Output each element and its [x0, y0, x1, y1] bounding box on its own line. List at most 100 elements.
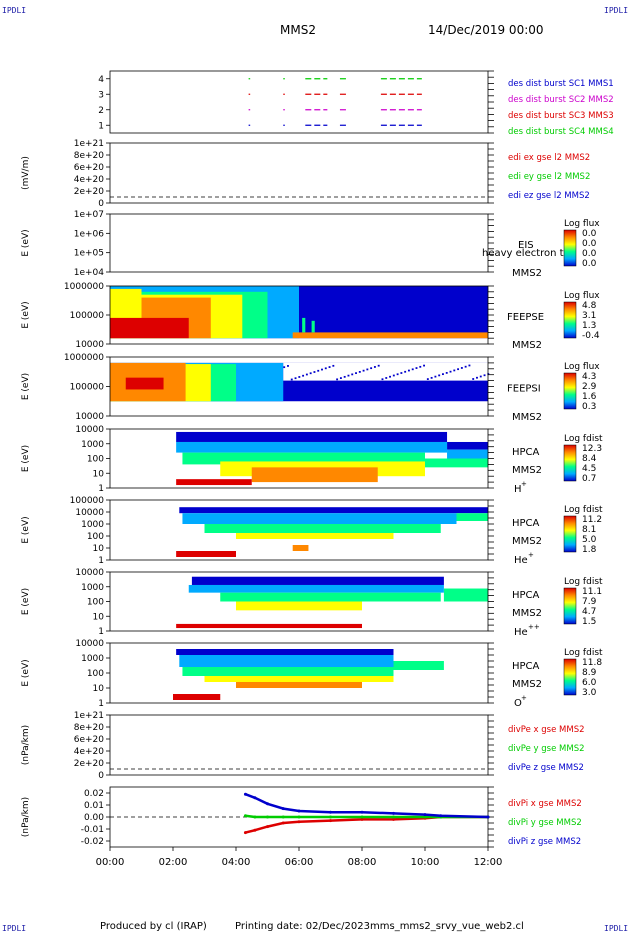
hpca_hepp-band: [220, 592, 441, 602]
spacecraft-label-feepse: MMS2: [512, 340, 542, 351]
colorbar-tick-label: 2.9: [582, 382, 597, 392]
colorbar-title-hpca_he: Log fdist: [564, 505, 603, 515]
divpi-point-x: [281, 821, 285, 825]
hpca_o-band: [179, 655, 394, 667]
panel-feepse: 10000 100000 1000000 E (eV) FEEPSE MMS2 Log fl…: [21, 282, 600, 351]
ytick-label: 1000000: [64, 282, 104, 292]
legend-item: edi ey gse l2 MMS2: [508, 172, 590, 182]
feepsi-speckle: [370, 367, 373, 370]
divpi-point-z: [486, 815, 490, 819]
legend-item: divPe z gse MMS2: [508, 763, 584, 773]
spacecraft-label-hpca_he: MMS2: [512, 536, 542, 547]
ytick-label: 3: [98, 90, 104, 100]
feepsi-speckle: [287, 365, 289, 367]
footer-producer: Produced by cl (IRAP): [100, 921, 207, 932]
feepsi-speckle: [366, 368, 369, 371]
colorbar-feepse: [563, 301, 577, 339]
feepsi-speckle: [442, 373, 444, 376]
colorbar-tick-label: 1.3: [582, 321, 596, 331]
feepse-band: [110, 317, 189, 339]
panel-frame-burst: [109, 70, 489, 134]
colorbar-tick-label: 1.6: [582, 392, 597, 402]
hpca_h-band: [176, 431, 448, 442]
colorbar-tick-label: 11.8: [582, 658, 602, 668]
feepsi-speckle: [302, 374, 305, 377]
panel-hpca_he: 1 10 100 1000 10000 100000 E (eV) HPCA MMS2 He + Lo…: [21, 496, 603, 566]
corner-mark-top-left: IPDLI: [2, 6, 27, 15]
ytick-label: 100: [87, 455, 104, 465]
legend-item: edi ex gse l2 MMS2: [508, 153, 590, 163]
colorbar-tick-label: 8.4: [582, 454, 597, 464]
feepsi-speckle: [324, 367, 327, 370]
instrument-label-eis: EIS: [518, 240, 534, 251]
ylabel-hpca_o: E (eV): [21, 659, 31, 686]
colorbar-hpca_o: [563, 658, 577, 696]
legend-item: des dist burst SC2 MMS2: [508, 95, 614, 105]
panel-hpca_hepp: 1 10 100 1000 10000 E (eV) HPCA MMS2 He ++ Log fdi…: [21, 568, 603, 638]
divpi-point-z: [360, 810, 364, 814]
instrument-label-hpca_he: HPCA: [512, 518, 540, 529]
ytick-label: 0: [98, 771, 104, 781]
feepsi-speckle: [445, 372, 448, 374]
ylabel-feepsi: E (eV): [21, 373, 31, 400]
feepsi-speckle: [438, 374, 441, 377]
legend-item: divPe y gse MMS2: [508, 744, 585, 754]
feepsi-speckle: [400, 372, 403, 374]
ytick-label: 2e+20: [74, 759, 105, 769]
ytick-label: 4: [98, 75, 104, 85]
instrument-label-feepsi: FEEPSI: [507, 384, 541, 395]
divpi-point-x: [253, 828, 257, 832]
colorbar-tick-label: 4.5: [582, 464, 596, 474]
ytick-label: 100: [87, 532, 104, 542]
feepsi-speckle: [377, 364, 380, 367]
feepsi-speckle: [453, 369, 456, 372]
legend-item: edi ez gse l2 MMS2: [508, 191, 590, 201]
ylabel-divpe: (nPa/km): [21, 725, 31, 765]
spacecraft-label-eis: MMS2: [512, 268, 542, 279]
colorbar-tick-label: 1.8: [582, 545, 597, 555]
corner-mark-bottom-right: IPDLI: [604, 924, 629, 933]
feepsi-speckle: [476, 376, 478, 379]
ytick-label: 2: [98, 106, 104, 116]
feepsi-speckle: [298, 376, 301, 378]
xtick-label: 02:00: [159, 857, 188, 868]
hpca_he-band: [204, 524, 441, 533]
divpi-point-z: [253, 796, 257, 800]
ytick-label: 1: [98, 699, 104, 709]
feepsi-speckle: [457, 368, 460, 371]
divpi-point-y: [423, 815, 427, 819]
feepsi-speckle: [396, 373, 399, 376]
colorbar-tick-label: 0.0: [582, 259, 597, 269]
divpi-point-y: [360, 815, 364, 819]
ytick-label: 1000: [81, 654, 104, 664]
feepsi-band: [125, 377, 164, 390]
hpca_he-band: [236, 533, 394, 539]
spacecraft-title: MMS2: [280, 23, 316, 37]
hpca_o-band: [182, 667, 394, 676]
species-charge-hpca_o: +: [521, 694, 527, 702]
xtick-label: 06:00: [285, 857, 314, 868]
eis-overlay-text: heavy electron tof: [482, 248, 574, 259]
ytick-label: 100000: [70, 496, 105, 506]
ylabel-hpca_h: E (eV): [21, 445, 31, 472]
panel-frame-eis: [109, 213, 489, 273]
feepsi-speckle: [460, 367, 463, 369]
divpi-point-y: [281, 815, 285, 819]
legend-item: divPi z gse MMS2: [508, 837, 581, 847]
feepsi-speckle: [381, 378, 384, 381]
divpi-point-y: [253, 815, 257, 819]
divpi-point-y: [297, 815, 301, 819]
hpca_o-band: [176, 649, 394, 655]
hpca_h-band: [176, 441, 448, 453]
ytick-label: 10: [93, 612, 105, 622]
ytick-label: 100: [87, 669, 104, 679]
ylabel-edi: (mV/m): [21, 156, 31, 190]
colorbar-tick-label: 3.0: [582, 688, 597, 698]
hpca_h-band: [425, 458, 488, 468]
feepsi-speckle: [309, 372, 312, 375]
divpi-point-z: [423, 813, 427, 817]
colorbar-hpca_hepp: [563, 587, 577, 625]
ytick-label: 2e+20: [74, 187, 105, 197]
instrument-label-feepse: FEEPSE: [507, 312, 544, 323]
ytick-label: 1: [98, 627, 104, 637]
